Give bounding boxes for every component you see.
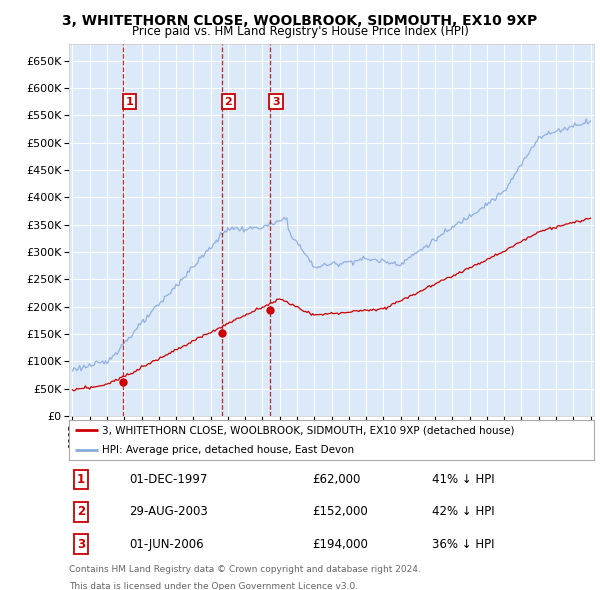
Text: 2: 2 (224, 97, 232, 107)
Text: Price paid vs. HM Land Registry's House Price Index (HPI): Price paid vs. HM Land Registry's House … (131, 25, 469, 38)
Text: 3: 3 (272, 97, 280, 107)
Text: 2: 2 (77, 505, 85, 519)
Text: 1: 1 (125, 97, 133, 107)
Text: 36% ↓ HPI: 36% ↓ HPI (432, 537, 494, 551)
Text: 3, WHITETHORN CLOSE, WOOLBROOK, SIDMOUTH, EX10 9XP (detached house): 3, WHITETHORN CLOSE, WOOLBROOK, SIDMOUTH… (101, 425, 514, 435)
Text: 3: 3 (77, 537, 85, 551)
Text: 3, WHITETHORN CLOSE, WOOLBROOK, SIDMOUTH, EX10 9XP: 3, WHITETHORN CLOSE, WOOLBROOK, SIDMOUTH… (62, 14, 538, 28)
Text: £194,000: £194,000 (312, 537, 368, 551)
Text: 01-JUN-2006: 01-JUN-2006 (129, 537, 203, 551)
Text: Contains HM Land Registry data © Crown copyright and database right 2024.: Contains HM Land Registry data © Crown c… (69, 565, 421, 574)
Text: 1: 1 (77, 473, 85, 486)
Text: This data is licensed under the Open Government Licence v3.0.: This data is licensed under the Open Gov… (69, 582, 358, 590)
Text: 41% ↓ HPI: 41% ↓ HPI (432, 473, 494, 486)
Text: £152,000: £152,000 (312, 505, 368, 519)
Text: 01-DEC-1997: 01-DEC-1997 (129, 473, 208, 486)
Text: 42% ↓ HPI: 42% ↓ HPI (432, 505, 494, 519)
Text: HPI: Average price, detached house, East Devon: HPI: Average price, detached house, East… (101, 445, 353, 455)
Text: £62,000: £62,000 (312, 473, 361, 486)
Text: 29-AUG-2003: 29-AUG-2003 (129, 505, 208, 519)
